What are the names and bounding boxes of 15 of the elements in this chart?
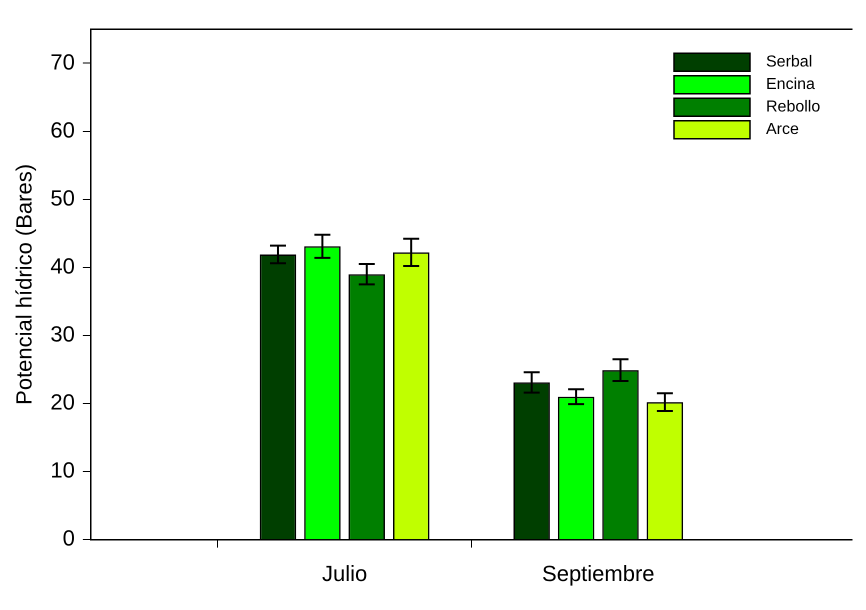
legend-label: Arce <box>766 121 799 138</box>
y-tick-label: 10 <box>50 458 75 483</box>
y-tick-label: 40 <box>50 253 75 278</box>
y-axis-title: Potencial hídrico (Bares) <box>11 164 36 405</box>
x-tick-label: Julio <box>322 560 368 586</box>
legend-label: Rebollo <box>766 98 820 116</box>
y-tick-label: 20 <box>50 390 75 415</box>
y-tick-label: 0 <box>62 526 75 551</box>
y-tick-label: 60 <box>50 117 75 142</box>
legend-label: Encina <box>766 76 816 94</box>
y-tick-label: 70 <box>50 49 75 74</box>
y-tick-label: 50 <box>50 185 75 210</box>
y-tick-label: 30 <box>50 322 75 347</box>
legend-label: Serbal <box>766 54 812 71</box>
x-tick-label: Septiembre <box>542 560 655 586</box>
